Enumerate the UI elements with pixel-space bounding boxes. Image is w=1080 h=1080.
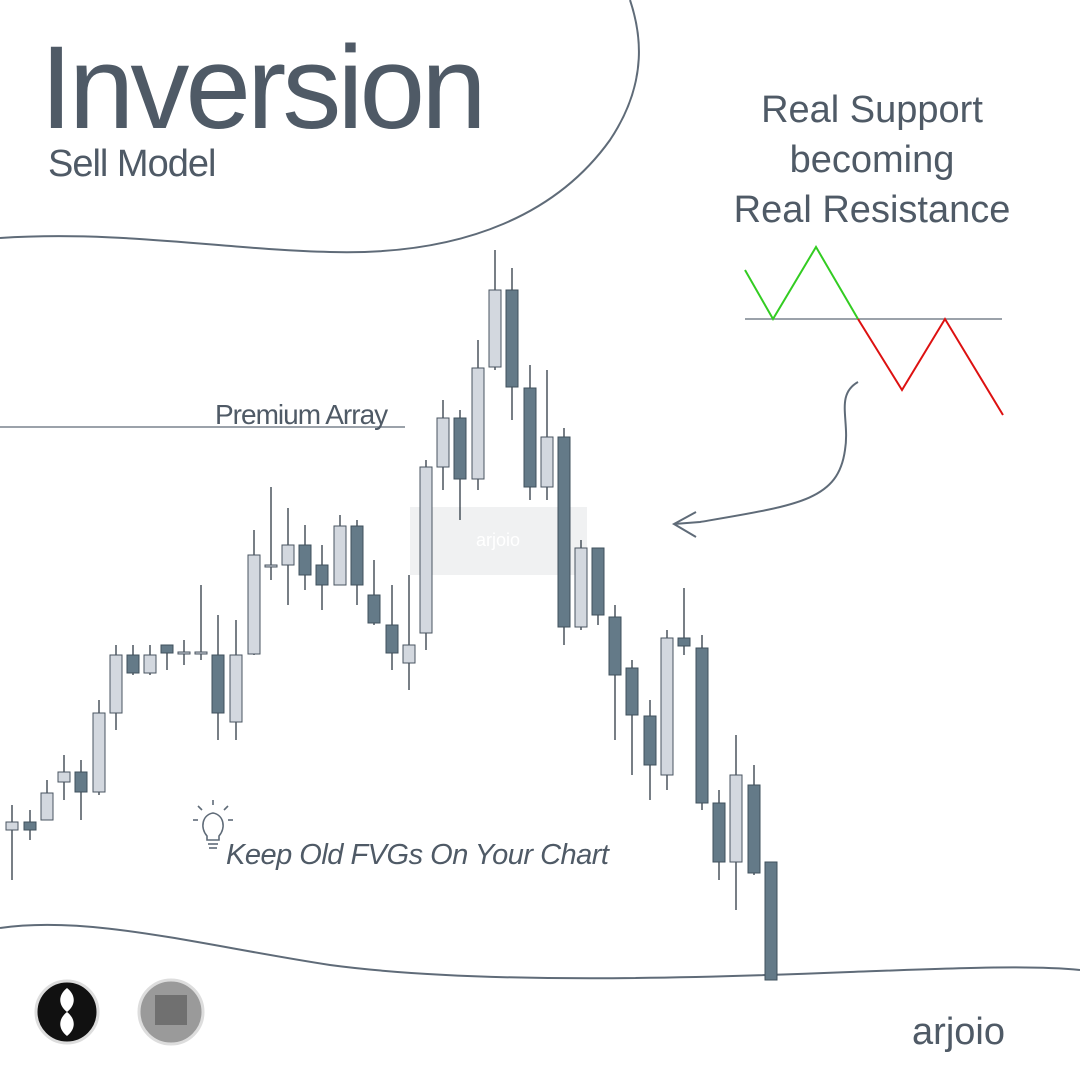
candle-body — [419, 466, 433, 634]
candle-body — [281, 544, 295, 566]
brand: arjoio — [912, 1011, 1005, 1053]
bulb-icon — [193, 800, 233, 849]
candle-body — [677, 637, 691, 647]
candle-body — [126, 654, 140, 674]
candle-body — [436, 417, 450, 468]
candle-body — [608, 616, 622, 676]
note-line: becoming — [790, 139, 955, 181]
candle-body — [643, 715, 657, 766]
note-line: Real Resistance — [734, 189, 1011, 231]
candle-body — [143, 654, 157, 674]
candle-body — [247, 554, 261, 655]
subtitle: Sell Model — [48, 143, 215, 185]
candles — [5, 250, 778, 981]
arrow — [673, 381, 859, 525]
candle-body — [23, 821, 37, 831]
candle-body — [57, 771, 71, 783]
candle-body — [5, 821, 19, 831]
candle-body — [109, 654, 123, 714]
candle-body — [574, 547, 588, 628]
candle-body — [540, 436, 554, 488]
candle-body — [523, 387, 537, 488]
candle-body — [747, 784, 761, 874]
candle-body — [315, 564, 329, 586]
support-zigzag — [744, 245, 859, 321]
candle-body — [402, 644, 416, 664]
candle-body — [505, 289, 519, 388]
candle-body — [333, 525, 347, 586]
candle-body — [92, 712, 106, 793]
candle-body — [160, 644, 174, 654]
candle-body — [367, 594, 381, 624]
header-curve — [0, 0, 640, 254]
candle-body — [229, 654, 243, 723]
resistance-zigzag — [857, 317, 1004, 416]
candle-body — [350, 525, 364, 586]
logo — [34, 979, 100, 1045]
candle-body — [298, 544, 312, 576]
candle-body — [764, 861, 778, 981]
candle-body — [385, 624, 399, 654]
note-line: Real Support — [761, 89, 983, 131]
candle-body — [264, 564, 278, 568]
candle-body — [625, 667, 639, 716]
candle-body — [729, 774, 743, 863]
arrow-head — [671, 511, 697, 538]
candle-body — [211, 654, 225, 714]
footer-curve — [0, 923, 1080, 980]
candle-body — [453, 417, 467, 480]
candle-body — [695, 647, 709, 804]
logo-mark — [60, 988, 74, 1036]
candle-body — [194, 651, 208, 655]
candle-body — [488, 289, 502, 368]
candle-body — [74, 771, 88, 793]
candle-body — [712, 802, 726, 863]
candle-body — [471, 367, 485, 480]
title: Inversion — [40, 22, 483, 154]
tip: Keep Old FVGs On Your Chart — [226, 839, 611, 871]
watermark: arjoio — [476, 530, 520, 550]
candle-body — [177, 651, 191, 655]
candle-body — [591, 547, 605, 616]
candle-body — [40, 792, 54, 821]
avatar-photo — [155, 995, 187, 1025]
candle-body — [557, 436, 571, 628]
candle-body — [660, 637, 674, 776]
premium-label: Premium Array — [215, 399, 388, 430]
